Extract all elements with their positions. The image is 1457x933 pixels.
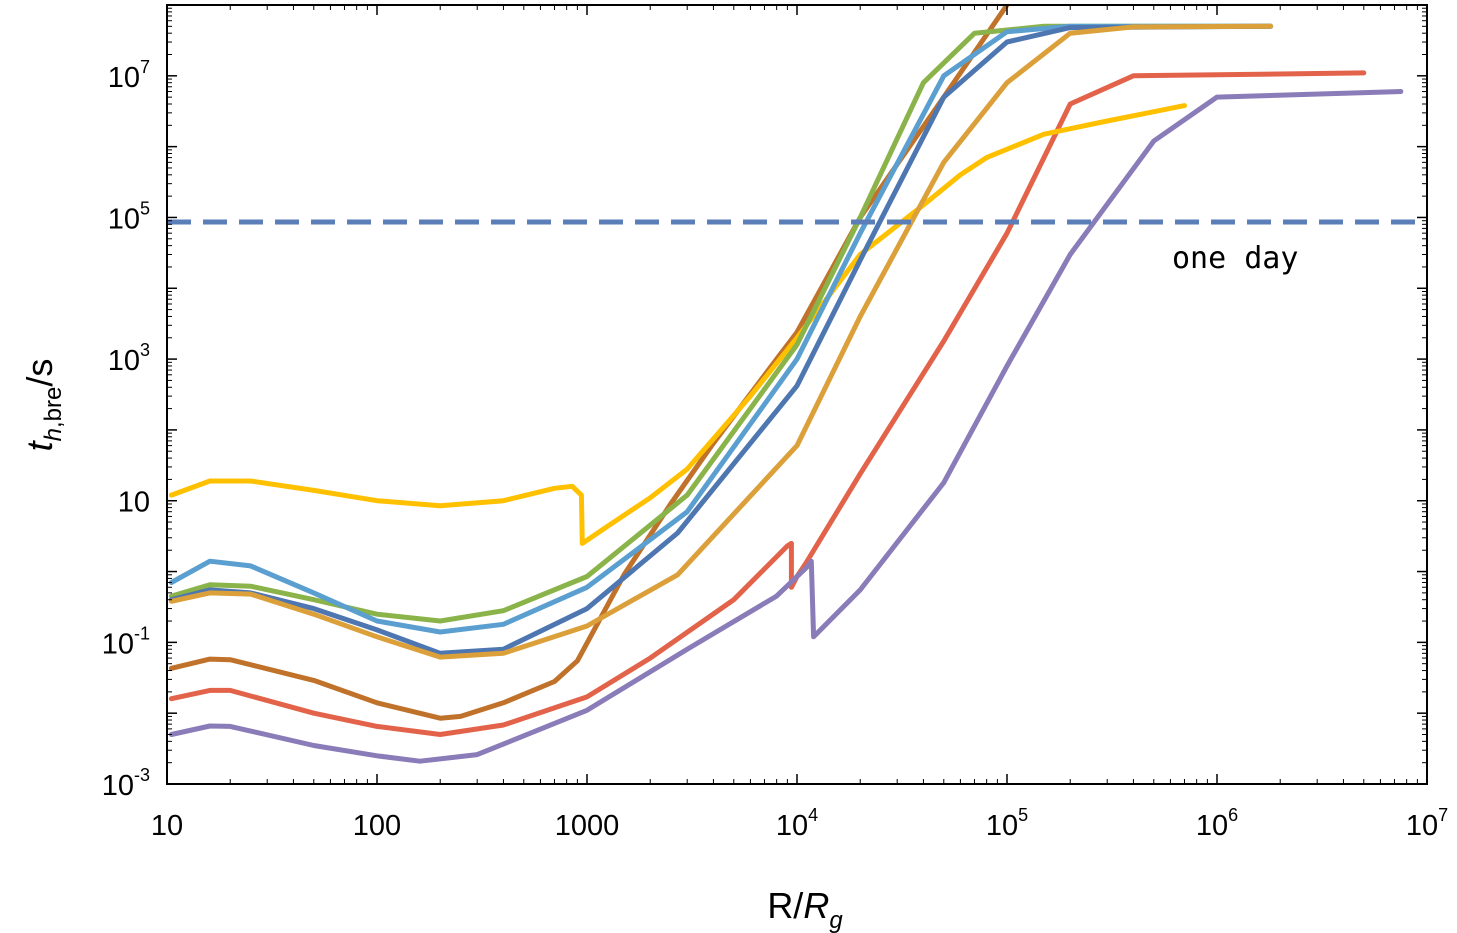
y-ticks: 10-3 10-1 10 103 105 107 — [102, 7, 1427, 802]
series-line-7 — [168, 23, 1274, 656]
x-axis-title-italic: R — [803, 885, 829, 926]
x-tick-label: 1000 — [555, 810, 620, 842]
x-axis-title-main: R/ — [767, 885, 803, 926]
y-axis-title-italic: t — [19, 439, 60, 451]
x-axis-title: R/Rg — [767, 885, 843, 933]
x-tick-label: 10 — [151, 810, 183, 842]
series-line-1 — [168, 5, 1010, 721]
y-tick-label: 103 — [108, 340, 150, 377]
series-line-2 — [168, 70, 1367, 737]
y-axis-title-sub-h: h — [40, 428, 67, 441]
y-axis-title-sub-rest: ,bre — [40, 387, 67, 428]
y-tick-label: 107 — [108, 57, 150, 94]
y-axis-title-tail: /s — [19, 359, 60, 387]
x-tick-label: 105 — [986, 805, 1028, 842]
x-tick-label: 107 — [1406, 805, 1448, 842]
plot-frame — [166, 4, 1428, 785]
series-line-4 — [168, 103, 1187, 546]
series-line-5 — [168, 23, 1274, 624]
x-axis-title-sub: g — [829, 907, 843, 933]
x-tick-label: 100 — [353, 810, 401, 842]
x-tick-label: 104 — [776, 805, 818, 842]
y-tick-label: 10-1 — [102, 623, 150, 660]
y-axis-title: th,bre/s — [19, 359, 67, 452]
x-tick-label: 106 — [1196, 805, 1238, 842]
y-tick-label: 10-3 — [102, 765, 150, 802]
y-tick-label: 105 — [108, 198, 150, 235]
x-ticks: 10 100 1000 104 105 106 107 — [151, 5, 1448, 842]
reference-line-label: one day — [1172, 241, 1298, 276]
series-lines — [168, 5, 1404, 764]
series-line-8 — [168, 23, 1274, 660]
y-axis-title-sub: h,bre — [40, 387, 67, 442]
series-line-6 — [168, 23, 1274, 635]
series-line-3 — [168, 89, 1404, 764]
y-tick-label: 10 — [118, 487, 150, 519]
